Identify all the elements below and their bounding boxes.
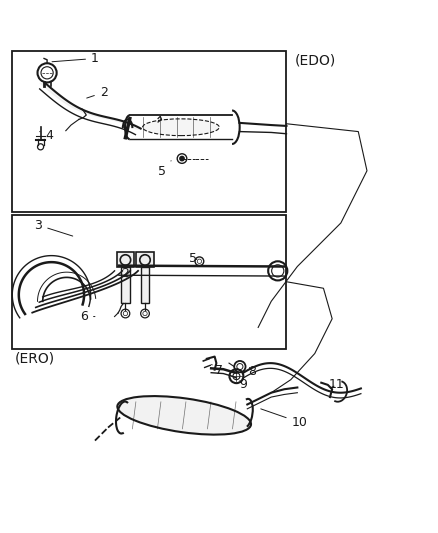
Text: 2: 2 [121, 266, 129, 279]
Text: 2: 2 [87, 86, 108, 99]
Text: 9: 9 [239, 378, 247, 391]
Bar [136, 252, 154, 268]
Text: 10: 10 [261, 409, 307, 429]
Circle shape [180, 156, 184, 161]
Text: 3: 3 [35, 219, 73, 236]
Bar [117, 252, 134, 268]
Text: 5: 5 [159, 161, 171, 178]
Text: 6: 6 [80, 310, 95, 323]
Text: 5: 5 [189, 252, 197, 265]
Ellipse shape [142, 119, 219, 135]
Bar [141, 268, 149, 303]
Text: (EDO): (EDO) [295, 53, 336, 67]
Text: 4: 4 [40, 130, 53, 142]
Bar [121, 268, 130, 303]
Text: (ERO): (ERO) [14, 351, 55, 365]
Text: 7: 7 [212, 364, 223, 377]
Text: 8: 8 [247, 365, 256, 378]
Bar [12, 215, 286, 349]
Ellipse shape [117, 396, 251, 434]
Bar [12, 51, 286, 212]
Text: 11: 11 [328, 378, 344, 391]
Text: 1: 1 [52, 52, 99, 65]
